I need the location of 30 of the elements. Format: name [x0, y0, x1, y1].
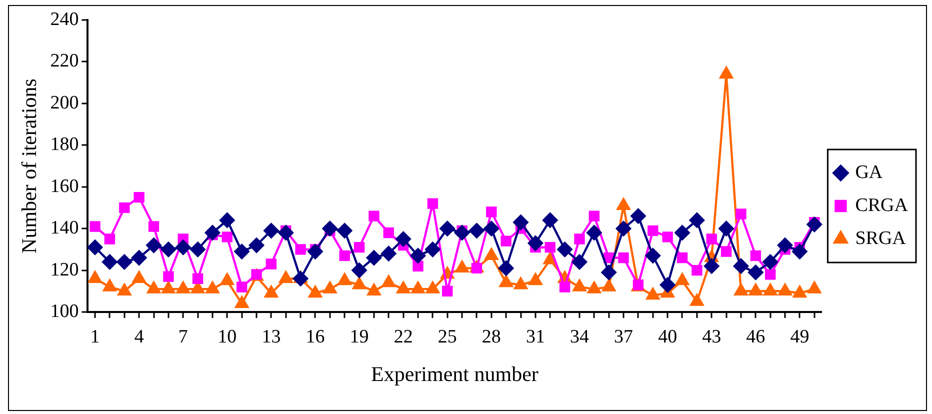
- y-tick-label: 200: [50, 92, 79, 114]
- x-tick-label: 10: [218, 326, 237, 348]
- x-tick-label: 13: [262, 326, 281, 348]
- legend-label: GA: [855, 162, 883, 183]
- y-tick-label: 140: [50, 218, 79, 239]
- x-tick-label: 4: [134, 326, 144, 348]
- y-tick-label: 100: [50, 300, 79, 322]
- x-tick-label: 40: [658, 326, 678, 348]
- y-tick-label: 120: [50, 259, 79, 280]
- legend-label: CRGA: [855, 194, 908, 216]
- y-tick-label: 240: [50, 8, 79, 30]
- x-tick-label: 46: [746, 326, 766, 348]
- x-tick-label: 28: [482, 326, 501, 348]
- x-axis-title: Experiment number: [371, 362, 538, 386]
- y-axis-title: Number of iterations: [17, 78, 42, 254]
- x-tick-label: 25: [438, 326, 457, 348]
- x-tick-label: 7: [178, 326, 188, 348]
- y-tick-label: 180: [50, 134, 79, 156]
- x-tick-label: 31: [526, 326, 545, 348]
- x-tick-label: 1: [90, 326, 100, 348]
- x-tick-label: 43: [702, 326, 722, 348]
- x-tick-label: 22: [394, 326, 413, 348]
- y-tick-label: 160: [50, 176, 79, 197]
- x-tick-label: 34: [570, 326, 590, 348]
- x-tick-label: 37: [614, 326, 634, 348]
- x-tick-label: 49: [790, 326, 810, 348]
- legend-label: SRGA: [855, 228, 906, 249]
- x-tick-label: 19: [350, 326, 369, 348]
- x-tick-label: 16: [306, 326, 325, 348]
- y-tick-label: 220: [50, 50, 79, 72]
